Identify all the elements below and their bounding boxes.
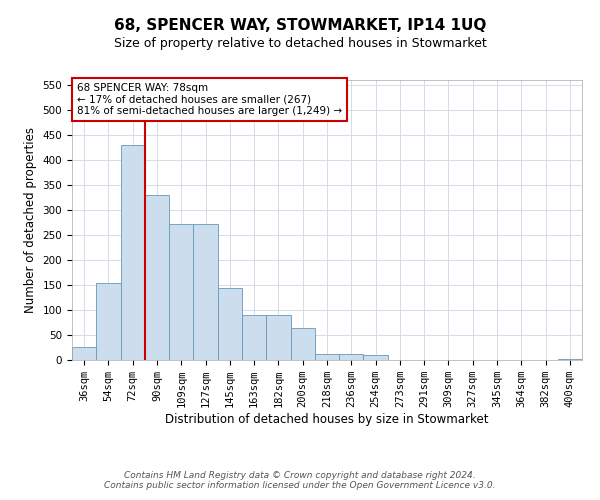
Bar — [169, 224, 193, 360]
Bar — [558, 358, 582, 360]
Bar — [290, 328, 315, 360]
Bar — [72, 346, 96, 360]
Text: Contains HM Land Registry data © Crown copyright and database right 2024.
Contai: Contains HM Land Registry data © Crown c… — [104, 470, 496, 490]
Text: 68 SPENCER WAY: 78sqm
← 17% of detached houses are smaller (267)
81% of semi-det: 68 SPENCER WAY: 78sqm ← 17% of detached … — [77, 83, 342, 116]
Bar — [145, 195, 169, 360]
Bar — [339, 354, 364, 360]
Bar — [193, 224, 218, 360]
Text: 68, SPENCER WAY, STOWMARKET, IP14 1UQ: 68, SPENCER WAY, STOWMARKET, IP14 1UQ — [114, 18, 486, 32]
Text: Size of property relative to detached houses in Stowmarket: Size of property relative to detached ho… — [113, 38, 487, 51]
Bar — [364, 355, 388, 360]
Bar — [96, 282, 121, 360]
X-axis label: Distribution of detached houses by size in Stowmarket: Distribution of detached houses by size … — [165, 413, 489, 426]
Y-axis label: Number of detached properties: Number of detached properties — [24, 127, 37, 313]
Bar — [315, 354, 339, 360]
Bar — [242, 315, 266, 360]
Bar — [121, 145, 145, 360]
Bar — [266, 315, 290, 360]
Bar — [218, 288, 242, 360]
